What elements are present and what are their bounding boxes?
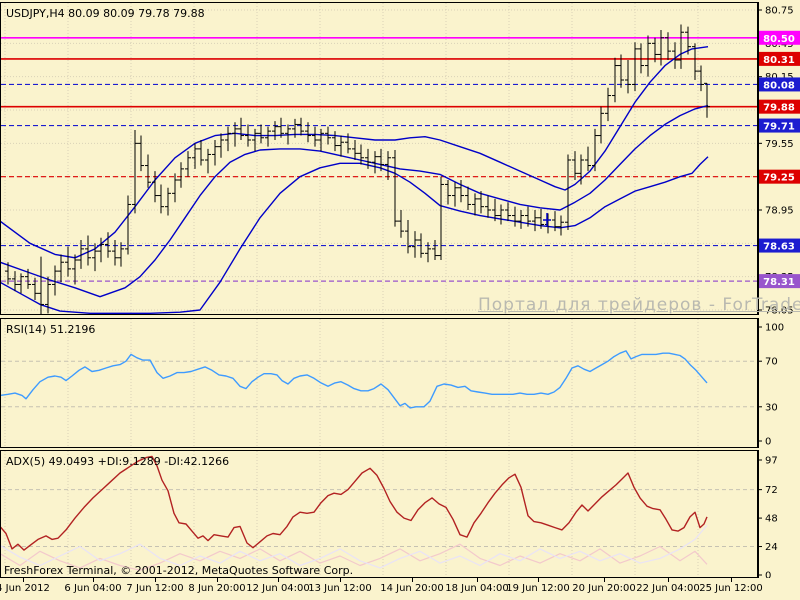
price-level-badge-label: 79.88 xyxy=(763,103,795,114)
plus-di-line xyxy=(0,543,708,571)
time-tick xyxy=(93,578,94,582)
time-label: 4 Jun 2012 xyxy=(0,583,50,594)
price-level-badge xyxy=(759,238,800,253)
time-tick xyxy=(604,578,605,582)
band-upper-line xyxy=(0,46,709,259)
time-tick xyxy=(668,578,669,582)
time-axis[interactable]: 4 Jun 2012 6 Jun 04:00 7 Jun 12:00 8 Jun 20… xyxy=(0,578,800,600)
axis-tick-label: 72 xyxy=(765,485,778,496)
axis-tick-label: 78.05 xyxy=(765,306,794,316)
panel-border xyxy=(0,2,758,315)
price-level-badge-label: 79.71 xyxy=(763,122,795,133)
price-level-badge xyxy=(759,51,800,66)
time-label: 22 Jun 04:00 xyxy=(636,583,700,594)
adx-canvas[interactable]: 97 72 48 24 0 xyxy=(0,450,800,578)
price-level-badge xyxy=(759,99,800,114)
main-chart-panel[interactable]: 80.7580.4580.1579.8579.5579.2578.9578.65… xyxy=(0,2,800,315)
time-label: 25 Jun 12:00 xyxy=(699,583,763,594)
rsi-line xyxy=(0,350,708,409)
price-level-badge-label: 80.50 xyxy=(763,34,795,45)
axis-tick-label: 97 xyxy=(765,455,778,466)
time-label: 8 Jun 20:00 xyxy=(188,583,246,594)
main-chart-canvas[interactable]: 80.7580.4580.1579.8579.5579.2578.9578.65… xyxy=(0,2,800,315)
time-label: 6 Jun 04:00 xyxy=(64,583,122,594)
price-level-badge xyxy=(759,274,800,289)
band-lower-line xyxy=(0,156,709,314)
axis-tick-label: 24 xyxy=(765,542,778,553)
rsi-canvas[interactable]: 100 70 30 0 xyxy=(0,318,800,448)
time-tick xyxy=(731,578,732,582)
rsi-indicator-panel[interactable]: 100 70 30 0 RSI(14) 51.2196 xyxy=(0,318,800,448)
axis-tick-label: 80.75 xyxy=(765,6,794,17)
axis-tick-label: 48 xyxy=(765,514,778,525)
time-tick xyxy=(278,578,279,582)
time-label: 18 Jun 04:00 xyxy=(445,583,509,594)
adx-indicator-panel[interactable]: 97 72 48 24 0 ADX(5) 49.0493 +DI:9.1289 -DI:… xyxy=(0,450,800,578)
axis-tick-label: 0 xyxy=(765,437,771,448)
price-level-badge-label: 80.31 xyxy=(763,55,795,66)
price-level-badge xyxy=(759,30,800,45)
time-tick xyxy=(412,578,413,582)
price-level-badge-label: 80.08 xyxy=(763,80,795,91)
chart-title: USDJPY,H4 80.09 80.09 79.78 79.88 xyxy=(6,7,205,20)
adx-line xyxy=(0,455,708,551)
minus-di-line xyxy=(0,524,708,569)
panel-border xyxy=(0,450,758,578)
panel-border xyxy=(0,318,758,448)
price-level-badge xyxy=(759,118,800,133)
time-tick xyxy=(477,578,478,582)
axis-tick-label: 30 xyxy=(765,402,778,413)
price-level-badge-label: 78.31 xyxy=(763,277,795,288)
axis-tick-label: 100 xyxy=(765,323,784,334)
time-label: 12 Jun 04:00 xyxy=(246,583,310,594)
axis-tick-label: 70 xyxy=(765,357,778,368)
time-tick xyxy=(340,578,341,582)
axis-tick-label: 78.95 xyxy=(765,206,794,217)
time-label: 14 Jun 20:00 xyxy=(380,583,444,594)
price-level-badge xyxy=(759,77,800,92)
time-label: 19 Jun 12:00 xyxy=(506,583,570,594)
band-middle-line xyxy=(0,104,709,298)
rsi-label: RSI(14) 51.2196 xyxy=(6,323,96,336)
time-tick xyxy=(538,578,539,582)
price-level-badge-label: 78.63 xyxy=(763,242,795,253)
axis-tick-label: 0 xyxy=(765,571,771,579)
time-label: 20 Jun 20:00 xyxy=(572,583,636,594)
axis-tick-label: 79.55 xyxy=(765,139,794,150)
price-level-badge-label: 79.25 xyxy=(763,173,795,184)
price-level-badge xyxy=(759,169,800,184)
time-label: 7 Jun 12:00 xyxy=(126,583,184,594)
time-label: 13 Jun 12:00 xyxy=(308,583,372,594)
broker-watermark: Портал для трейдеров - ForTrader.ru xyxy=(478,295,800,315)
adx-label: ADX(5) 49.0493 +DI:9.1289 -DI:42.1266 xyxy=(6,455,230,468)
time-tick xyxy=(217,578,218,582)
time-tick xyxy=(155,578,156,582)
time-tick xyxy=(23,578,24,582)
terminal-copyright: FreshForex Terminal, © 2001-2012, MetaQu… xyxy=(4,564,354,577)
